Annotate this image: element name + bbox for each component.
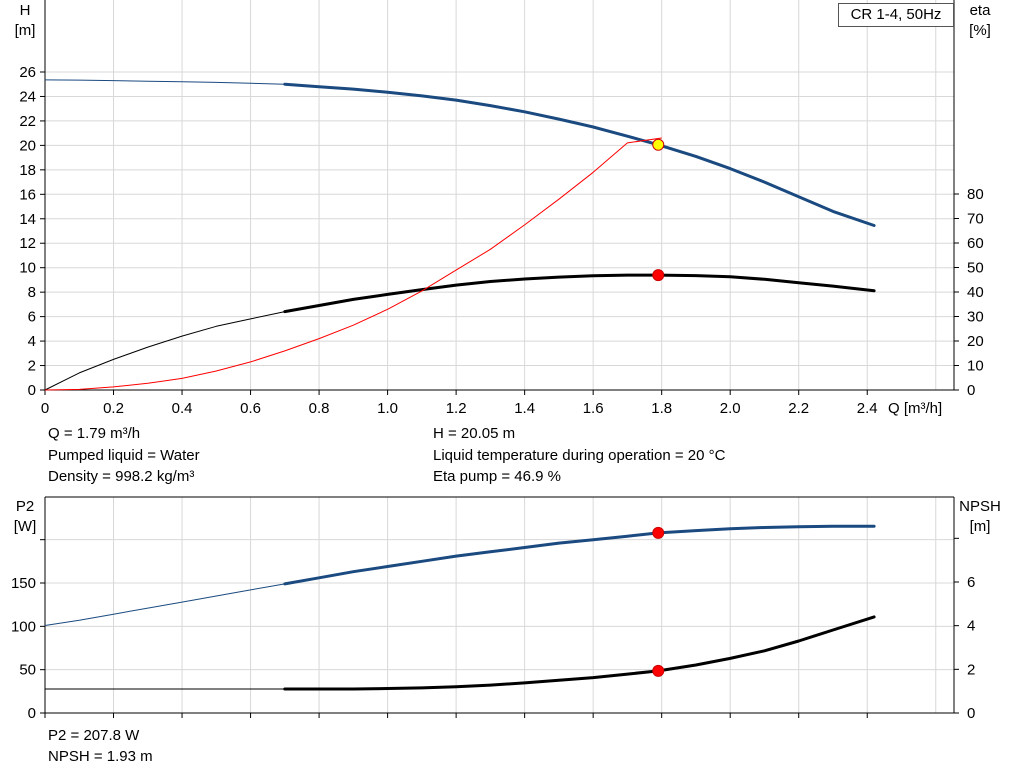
panel1-series-1-bold	[283, 82, 876, 227]
info-liquid: Pumped liquid = Water	[48, 447, 200, 464]
panel2-operating-point-marker-1	[652, 526, 665, 539]
panel1-y-right-axis-unit: [%]	[969, 22, 991, 39]
info-npsh: NPSH = 1.93 m	[48, 748, 153, 765]
panel1-y-left-tick-label: 12	[19, 235, 36, 252]
panel1-x-tick-label: 1.2	[446, 400, 467, 417]
panel2-y-right-tick-label: 2	[967, 661, 975, 678]
panel1-x-tick-label: 0	[41, 400, 49, 417]
panel1-x-tick-label: 1.6	[583, 400, 604, 417]
panel2-operating-point-marker-2	[652, 664, 665, 677]
panel1-y-right-tick-label: 60	[967, 235, 984, 252]
panel1-y-left-axis-label: H	[20, 2, 31, 19]
panel1-y-left-tick-label: 2	[28, 358, 36, 375]
panel1-x-tick-label: 0.8	[309, 400, 330, 417]
info-density: Density = 998.2 kg/m³	[48, 468, 195, 485]
panel1-x-tick-label: 1.0	[377, 400, 398, 417]
panel1-series-1-thin	[44, 79, 285, 85]
info-temperature: Liquid temperature during operation = 20…	[433, 447, 726, 464]
panel2-y-left-axis-unit: [W]	[14, 518, 37, 535]
info-h: H = 20.05 m	[433, 425, 516, 442]
panel1-x-tick-label: 2.0	[720, 400, 741, 417]
panel1-x-tick-label: 1.4	[514, 400, 535, 417]
panel1-series-2-bold	[283, 273, 876, 314]
panel1-y-left-tick-label: 10	[19, 260, 36, 277]
panel2-series-2-bold	[283, 615, 876, 691]
panel2-series-1-bold	[283, 524, 876, 586]
panel2-y-left-tick-label: 150	[11, 575, 36, 592]
panel1-x-tick-label: 2.2	[788, 400, 809, 417]
panel1-x-tick-label: 0.2	[103, 400, 124, 417]
series-legend-box: CR 1-4, 50Hz	[838, 3, 954, 27]
panel2-y-right-axis-label: NPSH	[959, 498, 1001, 515]
panel1-operating-point-marker-1	[652, 138, 665, 151]
panel1-y-right-axis-label: eta	[970, 2, 992, 19]
panel2-series-1-thin	[44, 583, 285, 626]
panel1-x-axis-label: Q [m³/h]	[888, 400, 942, 417]
panel2-y-left-axis-label: P2	[16, 498, 34, 515]
panel1-y-right-tick-label: 10	[967, 358, 984, 375]
panel1-y-left-tick-label: 26	[19, 64, 36, 81]
panel1-y-right-tick-label: 70	[967, 211, 984, 228]
panel1-y-right-tick-label: 80	[967, 186, 984, 203]
panel1-y-right-tick-label: 0	[967, 382, 975, 399]
panel1-y-right-tick-label: 20	[967, 333, 984, 350]
panel1-y-left-tick-label: 14	[19, 211, 36, 228]
panel1-series-3-thin	[44, 137, 662, 391]
panel1-y-left-tick-label: 24	[19, 88, 36, 105]
panel1-y-left-axis-unit: [m]	[15, 22, 36, 39]
panel2-y-right-tick-label: 0	[967, 705, 975, 722]
panel2-y-left-tick-label: 0	[28, 705, 36, 722]
panel2-y-right-axis-unit: [m]	[970, 518, 991, 535]
panel1-y-left-tick-label: 8	[28, 284, 36, 301]
panel1-y-left-tick-label: 22	[19, 113, 36, 130]
panel1-operating-point-marker-2	[652, 269, 665, 282]
panel1-y-right-tick-label: 50	[967, 260, 984, 277]
panel1-series-2-thin	[44, 311, 285, 391]
panel1-y-left-tick-label: 4	[28, 333, 36, 350]
panel2-y-right-tick-label: 4	[967, 618, 975, 635]
panel1-x-tick-label: 0.4	[172, 400, 193, 417]
info-q: Q = 1.79 m³/h	[48, 425, 141, 442]
panel1-y-left-tick-label: 16	[19, 186, 36, 203]
info-p2: P2 = 207.8 W	[48, 727, 140, 744]
panel1-y-left-tick-label: 20	[19, 137, 36, 154]
panel1-y-left-tick-label: 6	[28, 309, 36, 326]
panel1-x-tick-label: 1.8	[651, 400, 672, 417]
panel2-y-left-tick-label: 50	[19, 662, 36, 679]
panel1-x-tick-label: 2.4	[857, 400, 878, 417]
panel1-y-right-tick-label: 40	[967, 284, 984, 301]
panel2-y-left-tick-label: 100	[11, 618, 36, 635]
panel1-y-left-tick-label: 0	[28, 382, 36, 399]
panel2-y-right-tick-label: 6	[967, 574, 975, 591]
info-eta: Eta pump = 46.9 %	[433, 468, 561, 485]
panel1-y-left-tick-label: 18	[19, 162, 36, 179]
panel1-y-right-tick-label: 30	[967, 309, 984, 326]
panel1-x-tick-label: 0.6	[240, 400, 261, 417]
